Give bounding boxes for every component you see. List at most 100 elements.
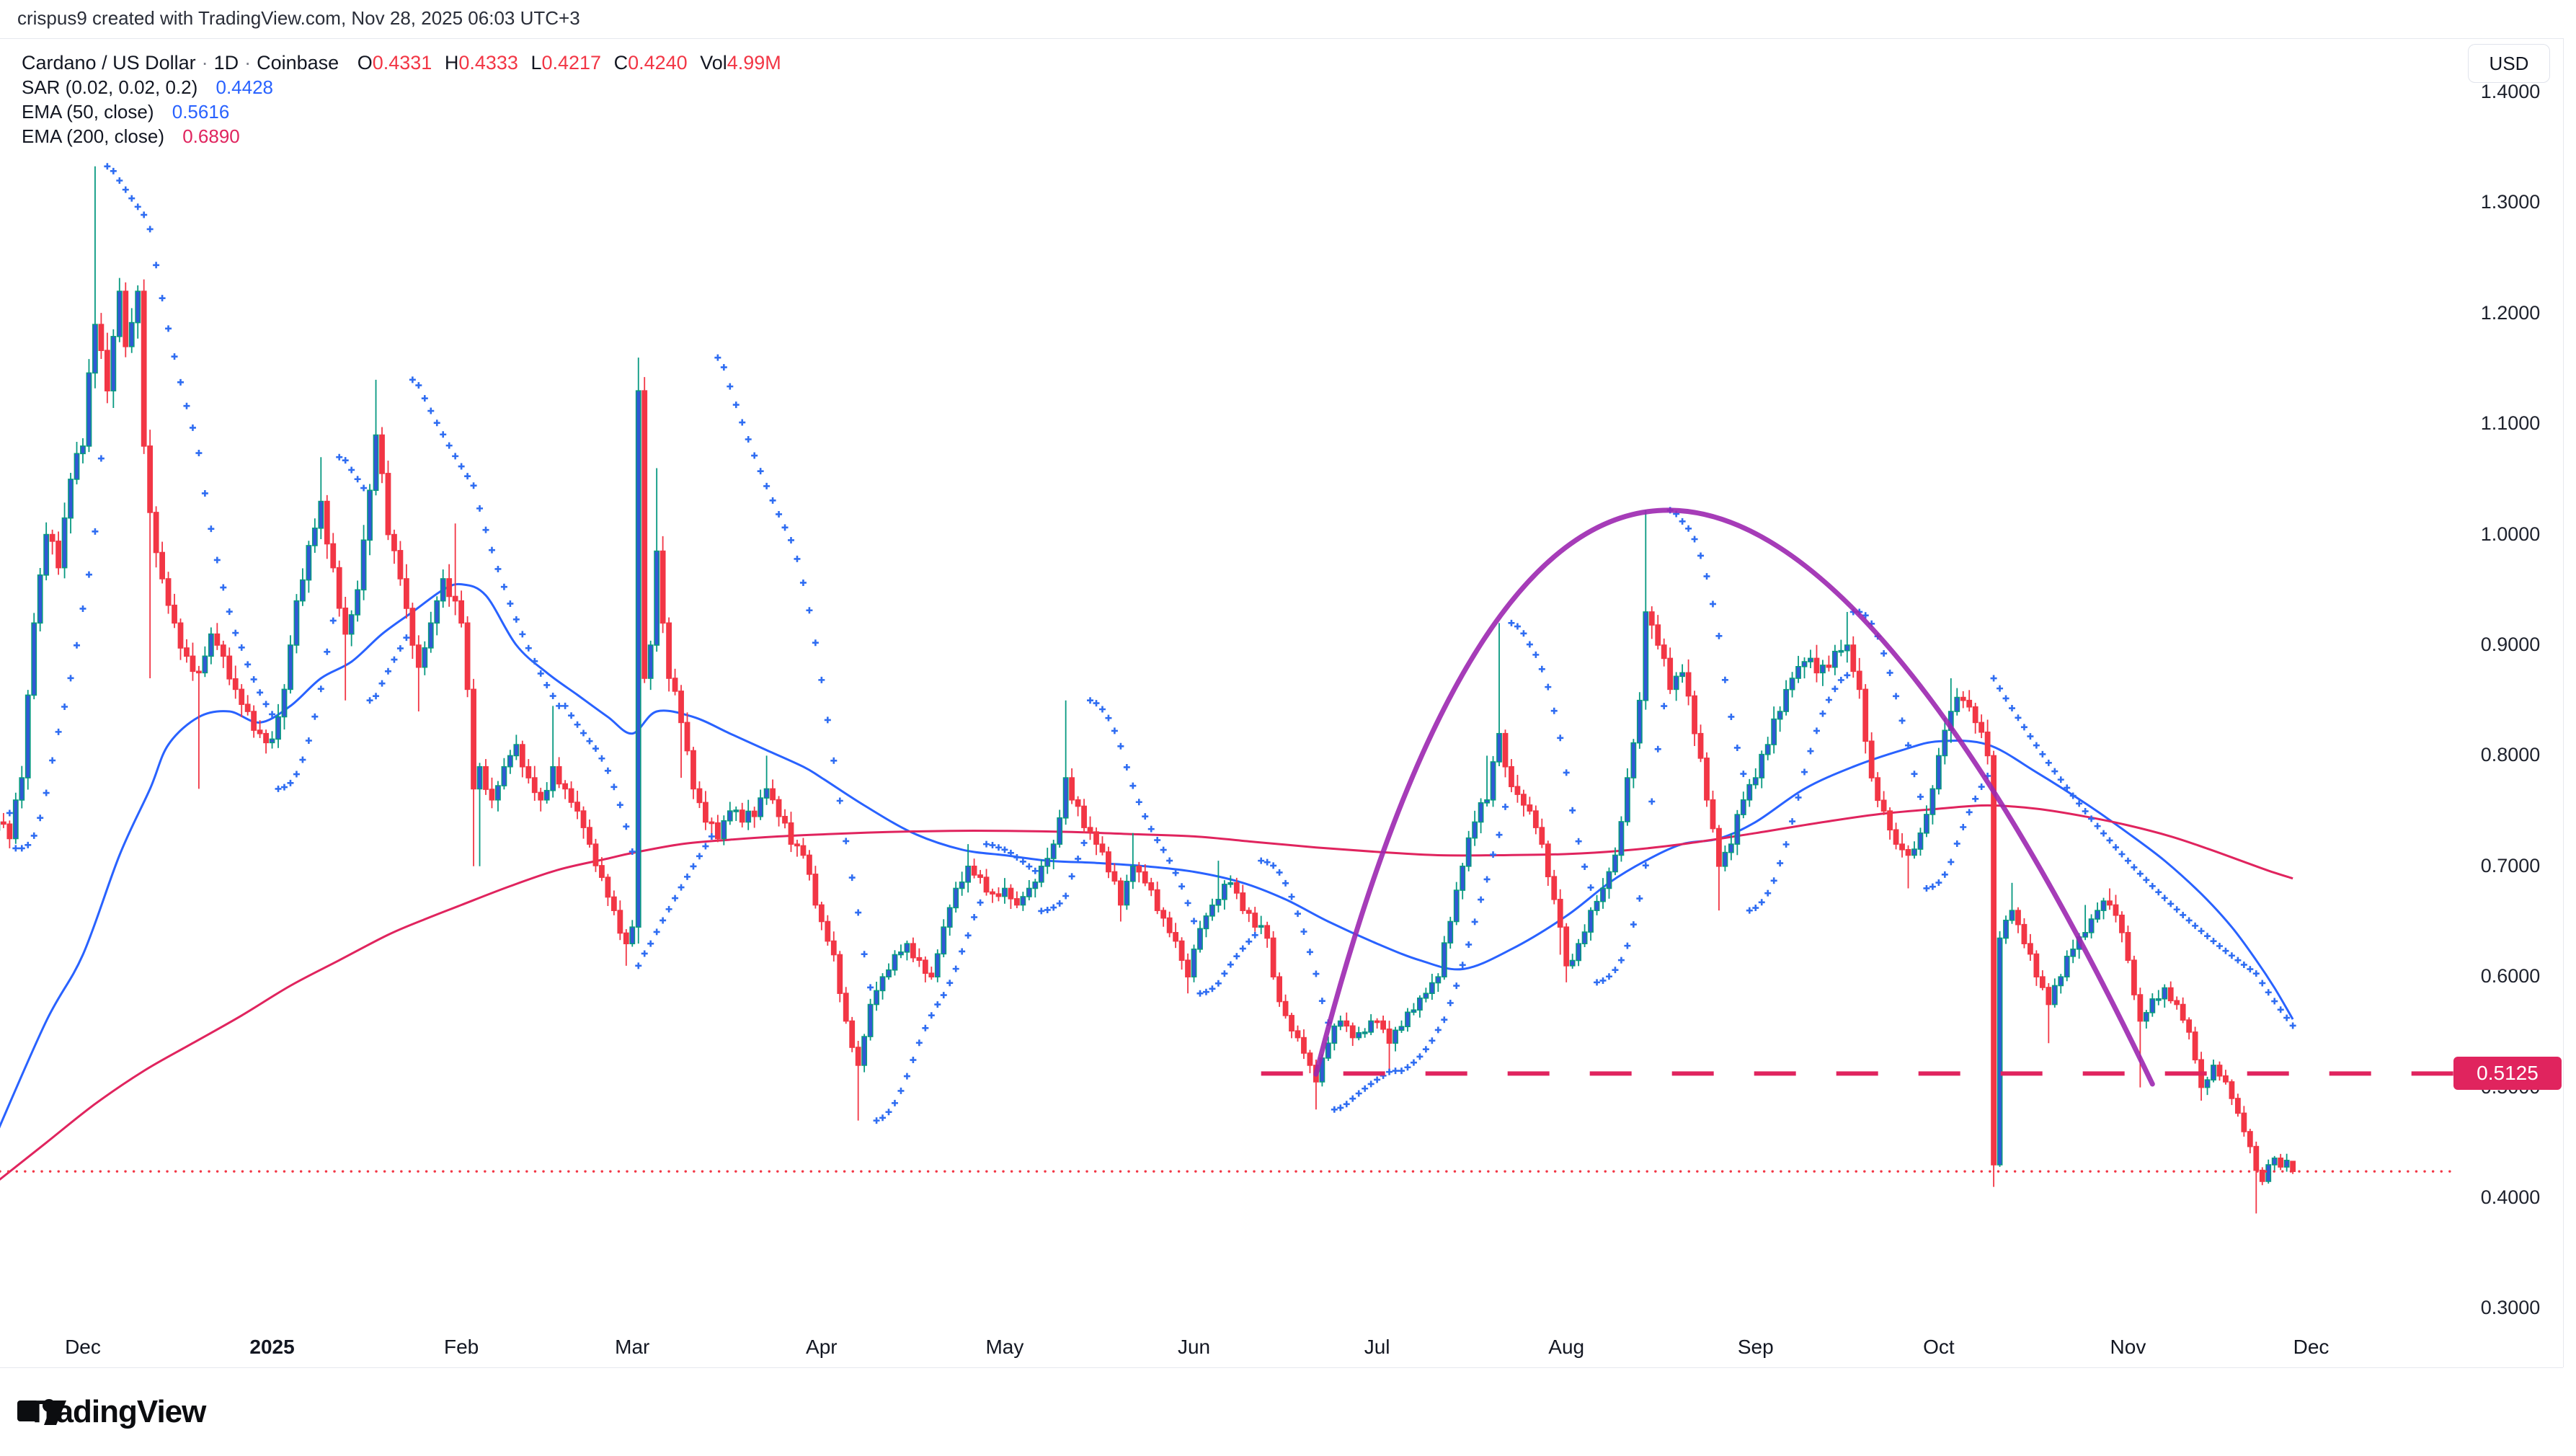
sar-plus-mark xyxy=(1746,907,1753,914)
candle-down xyxy=(928,972,935,978)
candle-down xyxy=(922,959,928,975)
candle-down xyxy=(471,688,476,790)
sar-plus-mark xyxy=(1471,918,1478,925)
candle-down xyxy=(739,809,745,823)
candle-up xyxy=(1911,848,1917,856)
sar-plus-mark xyxy=(2131,864,2138,871)
sar-plus-mark xyxy=(2015,714,2022,722)
sar-plus-mark xyxy=(623,823,630,830)
time-tick-label-2025: 2025 xyxy=(249,1336,295,1358)
candle-up xyxy=(763,788,770,799)
arc-drawing[interactable] xyxy=(1313,507,2155,1087)
exchange[interactable]: Coinbase xyxy=(257,52,339,74)
candle-down xyxy=(709,821,715,825)
candle-up xyxy=(1808,657,1813,662)
sar-plus-mark xyxy=(1416,1053,1424,1060)
sar-plus-mark xyxy=(2173,906,2180,913)
sar-plus-mark xyxy=(1343,1101,1350,1108)
candle-down xyxy=(837,954,843,994)
high-value: 0.4333 xyxy=(458,52,518,74)
candle-down xyxy=(159,551,165,580)
candle-down xyxy=(1850,644,1857,672)
candle-up xyxy=(2143,1012,2149,1022)
price-tick-label: 0.8000 xyxy=(2480,744,2541,766)
candle-down xyxy=(1978,722,1985,733)
sar-plus-mark xyxy=(1166,857,1173,864)
candle-down xyxy=(1710,799,1716,830)
sar-plus-mark xyxy=(678,884,685,891)
sar-plus-mark xyxy=(799,579,807,586)
sar-plus-mark xyxy=(519,631,526,638)
sar-plus-mark xyxy=(745,435,752,443)
sar-plus-mark xyxy=(647,940,654,947)
sar-plus-mark xyxy=(1233,953,1240,960)
symbol-title[interactable]: Cardano / US Dollar xyxy=(22,52,196,74)
sar-plus-mark xyxy=(1691,536,1698,543)
candle-down xyxy=(1013,898,1020,906)
sar-plus-mark xyxy=(1288,893,1295,900)
sar-plus-mark xyxy=(1764,889,1772,897)
indicator-title[interactable]: EMA (50, close) xyxy=(22,101,154,123)
time-axis[interactable]: Dec 2025 Feb Mar Apr May Jun Jul Aug Sep Oct Nov Dec xyxy=(0,1330,2563,1367)
candle-up xyxy=(1398,1026,1405,1031)
sar-plus-mark xyxy=(25,841,32,848)
sar-plus-mark xyxy=(739,419,746,426)
candle-down xyxy=(2290,1160,2296,1172)
legend-symbol-row[interactable]: Cardano / US Dollar · 1D · Coinbase O0.4331 … xyxy=(22,50,781,75)
sar-plus-mark xyxy=(1221,970,1228,977)
candle-up xyxy=(422,647,428,668)
indicator-row-ema50[interactable]: EMA (50, close) 0.5616 xyxy=(22,99,781,124)
plot-area[interactable] xyxy=(0,163,2296,1214)
candle-up xyxy=(946,907,953,928)
candle-up xyxy=(68,479,74,519)
candle-up xyxy=(727,810,733,822)
indicator-row-ema200[interactable]: EMA (200, close) 0.6890 xyxy=(22,124,781,148)
sar-plus-mark xyxy=(714,354,721,361)
candle-up xyxy=(1643,611,1649,701)
sar-plus-mark xyxy=(30,832,37,839)
candle-down xyxy=(2033,953,2040,978)
candle-up xyxy=(367,489,373,541)
price-axis[interactable]: USD 1.4000 1.3000 1.2000 1.1000 1.0000 0.9000… xyxy=(2453,38,2563,1367)
sar-plus-mark xyxy=(373,693,380,700)
sar-plus-mark xyxy=(2277,1006,2284,1013)
currency-button[interactable]: USD xyxy=(2468,44,2550,83)
candle-down xyxy=(2223,1075,2229,1083)
candle-down xyxy=(696,788,703,804)
sar-plus-mark xyxy=(806,607,813,614)
indicator-row-sar[interactable]: SAR (0.02, 0.02, 0.2) 0.4428 xyxy=(22,75,781,99)
candle-down xyxy=(1386,1028,1393,1044)
sar-plus-mark xyxy=(360,484,368,492)
sar-plus-mark xyxy=(983,840,990,848)
low-value: 0.4217 xyxy=(541,52,602,74)
sar-plus-mark xyxy=(751,452,758,459)
candle-up xyxy=(892,954,898,971)
candle-down xyxy=(1960,696,1966,701)
sar-plus-mark xyxy=(482,526,489,533)
footer-logo[interactable]: TradingView xyxy=(17,1394,206,1430)
candle-down xyxy=(1142,871,1148,884)
candle-down xyxy=(605,876,611,898)
candle-up xyxy=(1435,976,1442,984)
sar-plus-mark xyxy=(1929,883,1936,890)
indicator-title[interactable]: EMA (200, close) xyxy=(22,125,164,147)
candle-up xyxy=(311,527,318,546)
candle-up xyxy=(1405,1011,1411,1028)
candle-up xyxy=(1460,866,1466,891)
candle-up xyxy=(654,550,660,646)
sar-plus-mark xyxy=(1129,782,1137,789)
candle-up xyxy=(1618,821,1625,856)
sar-plus-mark xyxy=(1617,956,1625,964)
candle-down xyxy=(587,827,592,845)
sar-plus-mark xyxy=(855,909,862,916)
candle-down xyxy=(1264,925,1271,939)
indicator-title[interactable]: SAR (0.02, 0.02, 0.2) xyxy=(22,76,198,98)
sar-plus-mark xyxy=(92,528,99,535)
timeframe[interactable]: 1D xyxy=(213,52,239,74)
sar-plus-mark xyxy=(2222,947,2229,954)
candle-up xyxy=(306,545,312,581)
time-tick-label-may: May xyxy=(985,1336,1024,1358)
candle-up xyxy=(1935,755,1942,790)
sar-plus-mark xyxy=(574,721,581,728)
